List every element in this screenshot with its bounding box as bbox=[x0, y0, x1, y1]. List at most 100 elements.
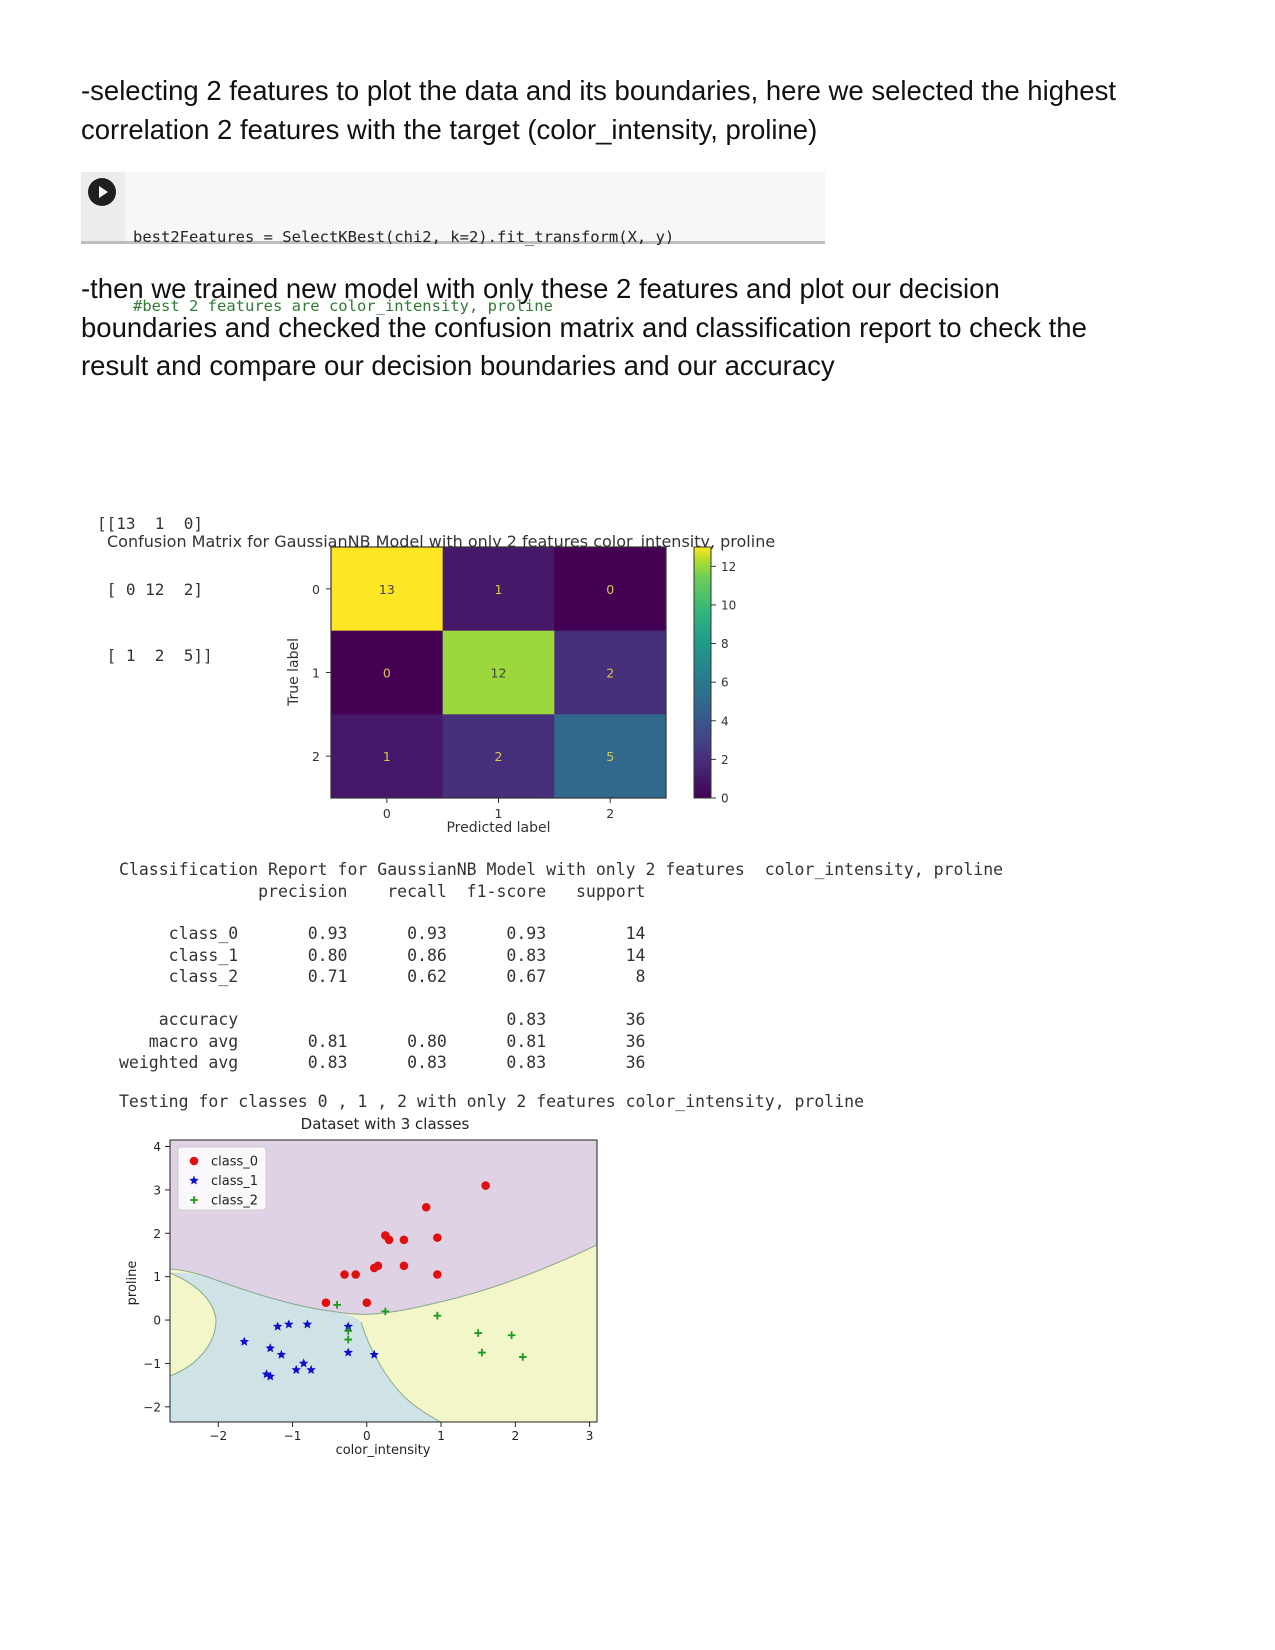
y-tick-label: 4 bbox=[153, 1140, 161, 1154]
heatmap-cell bbox=[331, 714, 444, 799]
run-cell-button[interactable] bbox=[88, 178, 116, 206]
class-1-point bbox=[261, 1369, 272, 1379]
boundary-line bbox=[170, 1244, 597, 1315]
class-1-point bbox=[239, 1336, 249, 1346]
class-1-point bbox=[272, 1321, 283, 1331]
class-0-point bbox=[362, 1298, 372, 1307]
class-1-point bbox=[343, 1347, 353, 1357]
class-0-point bbox=[381, 1231, 390, 1240]
class-0-point bbox=[421, 1202, 431, 1212]
y-tick-label: −1 bbox=[143, 1357, 161, 1371]
report-row: weighted avg 0.83 0.83 0.83 36 bbox=[119, 1053, 646, 1072]
y-axis-label: True label bbox=[286, 638, 302, 707]
class-2-point bbox=[518, 1353, 527, 1361]
cell-value-label: 13 bbox=[379, 582, 395, 597]
confusion-matrix-text: [[13 1 0] [ 0 12 2] [ 1 2 5]] bbox=[97, 469, 213, 689]
class-2-point bbox=[333, 1301, 341, 1309]
heatmap-cell bbox=[554, 547, 667, 632]
heatmap-cell bbox=[331, 630, 444, 715]
code-line: best2Features = SelectKBest(chi2, k=2).f… bbox=[133, 228, 675, 246]
y-tick-label: 3 bbox=[153, 1183, 161, 1197]
legend-label: class_2 bbox=[211, 1194, 258, 1209]
y-tick-label: 0 bbox=[312, 582, 320, 597]
region-class-1 bbox=[170, 1272, 440, 1422]
method-line: result and compare our decision boundari… bbox=[81, 350, 835, 381]
method-line: boundaries and checked the confusion mat… bbox=[81, 311, 1087, 343]
y-tick-label: 2 bbox=[153, 1227, 161, 1241]
class-0-point bbox=[481, 1181, 490, 1190]
x-tick-label: −2 bbox=[209, 1429, 227, 1443]
testing-line: Testing for classes 0 , 1 , 2 with only … bbox=[119, 1092, 865, 1111]
legend-class-1-marker bbox=[189, 1175, 199, 1185]
colorbar-tick-label: 6 bbox=[721, 676, 729, 690]
y-tick-label: 1 bbox=[312, 666, 320, 681]
class-2-point bbox=[507, 1331, 516, 1340]
scatter-title: Dataset with 3 classes bbox=[301, 1115, 470, 1133]
y-axis-label: proline bbox=[125, 1261, 140, 1306]
code-comment: #best 2 features are color_intensity, pr… bbox=[133, 297, 553, 315]
boundary-line bbox=[360, 1321, 441, 1422]
heatmap-cell bbox=[331, 547, 444, 632]
cell-value-label: 2 bbox=[495, 749, 503, 764]
class-0-point bbox=[433, 1233, 442, 1242]
legend-label: class_0 bbox=[211, 1155, 258, 1170]
class-1-point bbox=[302, 1319, 313, 1329]
confusion-matrix-title: Confusion Matrix for GaussianNB Model wi… bbox=[107, 532, 776, 551]
cell-value-label: 12 bbox=[491, 666, 507, 681]
x-tick-label: −1 bbox=[284, 1429, 302, 1443]
heatmap-cell bbox=[442, 547, 555, 632]
class-0-point bbox=[399, 1235, 409, 1245]
x-tick-label: 3 bbox=[586, 1429, 594, 1443]
cell-value-label: 0 bbox=[383, 666, 391, 681]
heatmap-cell bbox=[442, 630, 555, 715]
class-0-point bbox=[369, 1263, 379, 1273]
heatmap-cell bbox=[554, 714, 667, 799]
colorbar-tick-label: 12 bbox=[721, 560, 736, 574]
y-tick-label: 2 bbox=[312, 749, 320, 764]
x-tick-label: 2 bbox=[606, 806, 614, 821]
code-editor[interactable]: best2Features = SelectKBest(chi2, k=2).f… bbox=[133, 180, 674, 364]
region-class-0 bbox=[170, 1140, 597, 1422]
report-row: class_0 0.93 0.93 0.93 14 bbox=[119, 924, 646, 943]
class-1-point bbox=[265, 1343, 275, 1353]
class-1-point bbox=[284, 1319, 294, 1329]
method-line: -then we trained new model with only the… bbox=[81, 273, 1000, 304]
y-tick-label: −2 bbox=[143, 1400, 161, 1414]
colorbar-tick-label: 8 bbox=[721, 637, 729, 651]
legend-label: class_1 bbox=[211, 1174, 258, 1189]
class-2-point bbox=[344, 1335, 353, 1344]
x-axis-label: Predicted label bbox=[446, 820, 550, 836]
cell-gutter bbox=[81, 172, 125, 241]
cell-value-label: 1 bbox=[495, 582, 503, 597]
heatmap-cell bbox=[554, 630, 667, 715]
x-tick-label: 1 bbox=[495, 806, 503, 821]
boundary-line bbox=[170, 1272, 217, 1377]
legend-class-2-marker bbox=[190, 1196, 198, 1204]
report-row: macro avg 0.81 0.80 0.81 36 bbox=[119, 1032, 646, 1051]
cell-value-label: 0 bbox=[606, 582, 614, 597]
legend-box bbox=[177, 1146, 267, 1211]
class-1-point bbox=[298, 1358, 309, 1368]
region-class-2-left bbox=[170, 1273, 216, 1376]
class-0-point bbox=[340, 1270, 349, 1279]
code-cell[interactable]: best2Features = SelectKBest(chi2, k=2).f… bbox=[81, 172, 825, 315]
class-1-point bbox=[276, 1349, 287, 1359]
x-tick-label: 1 bbox=[437, 1429, 445, 1443]
class-2-point bbox=[478, 1348, 486, 1357]
class-1-point bbox=[291, 1364, 301, 1374]
x-axis-label: color_intensity bbox=[336, 1443, 431, 1458]
class-2-point bbox=[381, 1307, 390, 1316]
class-1-point bbox=[343, 1321, 353, 1331]
class-0-point bbox=[351, 1270, 360, 1279]
report-row: class_2 0.71 0.62 0.67 8 bbox=[119, 967, 646, 986]
y-tick-label: 0 bbox=[153, 1314, 161, 1328]
class-1-point bbox=[306, 1364, 316, 1374]
colorbar bbox=[693, 546, 712, 799]
x-tick-label: 2 bbox=[511, 1429, 519, 1443]
intro-line: -selecting 2 features to plot the data a… bbox=[81, 75, 1116, 106]
class-0-point bbox=[321, 1298, 331, 1307]
class-1-point bbox=[265, 1371, 275, 1381]
matrix-row: [ 1 2 5]] bbox=[97, 646, 213, 665]
class-2-point bbox=[433, 1311, 442, 1320]
heatmap-cell bbox=[442, 714, 555, 799]
